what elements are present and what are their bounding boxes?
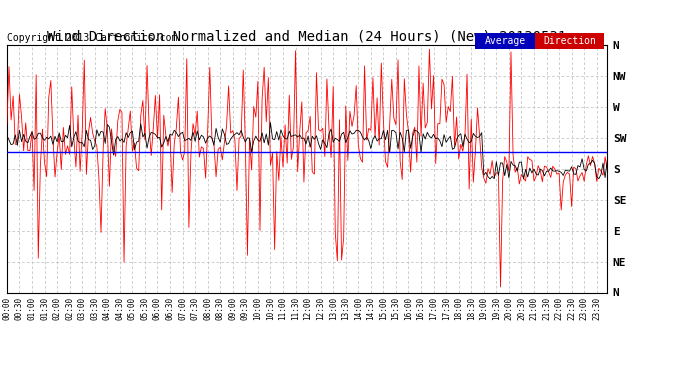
Text: Direction: Direction — [543, 36, 596, 46]
Title: Wind Direction Normalized and Median (24 Hours) (New) 20130531: Wind Direction Normalized and Median (24… — [48, 30, 566, 44]
FancyBboxPatch shape — [535, 33, 604, 50]
FancyBboxPatch shape — [475, 33, 535, 50]
Text: Copyright 2013 Cartronics.com: Copyright 2013 Cartronics.com — [7, 33, 177, 42]
Text: Average: Average — [484, 36, 526, 46]
